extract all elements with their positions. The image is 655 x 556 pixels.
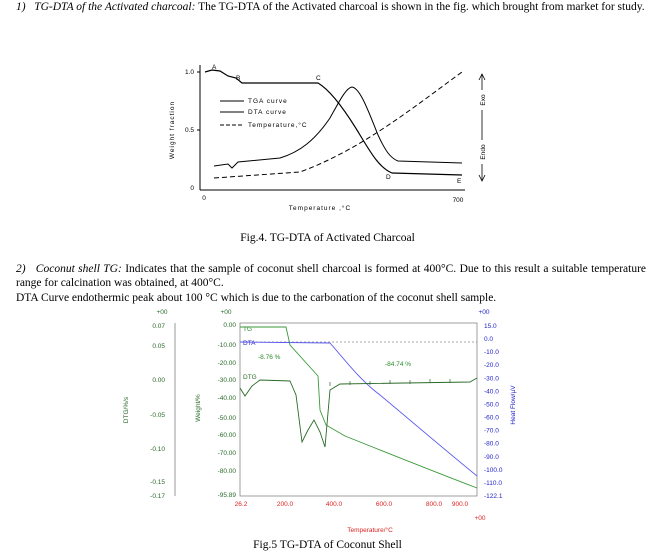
figure-caption: Fig.5 TG-DTA of Coconut Shell	[253, 539, 402, 551]
dtg-curve	[239, 377, 478, 448]
tick-label: 800.0	[426, 501, 443, 508]
tick-label: -90.0	[484, 454, 499, 461]
point-label: C	[316, 75, 321, 82]
item-2: 2) Coconut shell TG: Indicates that the …	[16, 262, 646, 290]
item-title: Coconut shell TG:	[35, 263, 122, 275]
dta-curve	[239, 341, 478, 477]
label-bg	[477, 140, 487, 164]
tick-label: 0.05	[152, 343, 165, 350]
dta-curve	[213, 86, 463, 169]
y-axis-title: Weight fraction	[169, 101, 176, 159]
y-tick-label: 1.0	[185, 69, 194, 76]
point-label: E	[457, 178, 462, 185]
tick-label: -30.00	[218, 377, 237, 384]
tick-label: -95.89	[218, 492, 237, 499]
temperature-curve	[213, 71, 463, 179]
paragraph: DTA Curve endothermic peak about 100 °C …	[16, 292, 497, 304]
tick-label: -0.17	[150, 493, 165, 500]
curve-label: DTG	[243, 374, 257, 381]
tick-label: 26.2	[235, 501, 248, 508]
x-tick-label: 0	[202, 195, 206, 202]
tick-label: -10.0	[484, 349, 499, 356]
axis-header: +00	[156, 309, 167, 316]
tick-label: 0.00	[152, 377, 165, 384]
item-text: Indicates that the sample of coconut she…	[16, 263, 647, 289]
plot-frame	[239, 322, 478, 497]
endo-label: Endo	[480, 144, 487, 160]
axis-header: +00	[220, 309, 231, 316]
x-tick-label: 700	[453, 197, 464, 204]
tick-label: 200.0	[277, 501, 294, 508]
figure-caption: Fig.4. TG-DTA of Activated Charcoal	[240, 232, 415, 244]
dtg-ticks	[329, 379, 451, 386]
item-number: 1)	[16, 1, 26, 13]
tick-label: 15.0	[484, 323, 497, 330]
tick-label: -0.05	[150, 412, 165, 419]
tick-label: -70.0	[484, 428, 499, 435]
tick-label: -20.0	[484, 362, 499, 369]
tick-label: -30.0	[484, 375, 499, 382]
tick-label: -70.00	[218, 450, 237, 457]
mass-loss-label: -8.76 %	[258, 354, 281, 361]
tick-label: -80.00	[218, 468, 237, 475]
y-tick-label: 0	[190, 185, 194, 192]
item-title: TG-DTA of the Activated charcoal:	[34, 1, 196, 13]
tick-label: -100.0	[484, 467, 503, 474]
tick-label: 0.07	[152, 323, 165, 330]
tick-label: -0.15	[150, 479, 165, 486]
tick-label: -122.1	[484, 493, 503, 500]
x-axis-title: Temperature ,°C	[289, 204, 351, 212]
tick-label: -10.00	[218, 342, 237, 349]
item-number: 2)	[16, 263, 26, 275]
axis-header: +00	[478, 309, 489, 316]
curve-label: DTA	[243, 340, 256, 347]
tick-label: 0.0	[484, 336, 493, 343]
tick-label: 400.0	[326, 501, 343, 508]
exo-label: Exo	[480, 94, 487, 106]
tick-label: 0.00	[223, 322, 236, 329]
y-axis-title: DTG/%/s	[123, 396, 130, 423]
arrow-heads	[478, 73, 486, 182]
item-text: The TG-DTA of the Activated charcoal is …	[198, 1, 645, 13]
point-label: A	[212, 64, 217, 71]
tick-label: -60.0	[484, 415, 499, 422]
tick-label: -0.10	[150, 446, 165, 453]
legend-label: Temperature,°C	[248, 121, 308, 129]
tick-label: 900.0	[452, 501, 469, 508]
label-bg	[477, 90, 487, 110]
axis-header: +00	[474, 515, 485, 522]
point-label: B	[236, 75, 240, 82]
tga-curve	[204, 69, 463, 176]
tick-label: -50.0	[484, 401, 499, 408]
legend-label: TGA curve	[248, 98, 288, 105]
tick-label: -40.00	[218, 395, 237, 402]
y-axis-title: Heat Flow/µV	[510, 385, 517, 425]
tick-label: -40.0	[484, 388, 499, 395]
tick-label: -110.0	[484, 480, 502, 487]
legend-label: DTA curve	[248, 109, 287, 116]
tick-label: -50.00	[218, 415, 237, 422]
tick-label: -60.00	[218, 432, 237, 439]
tick-label: -80.0	[484, 441, 499, 448]
point-label: D	[386, 174, 391, 181]
x-axis-title: Temperature/°C	[347, 526, 393, 534]
y-tick-label: 0.5	[185, 127, 194, 134]
y-axis-title: Weight/%	[195, 394, 202, 422]
item-1: 1) TG-DTA of the Activated charcoal: The…	[16, 0, 646, 14]
curve-label: TG	[243, 326, 252, 333]
tg-curve	[240, 326, 478, 489]
tick-label: 600.0	[376, 501, 393, 508]
tick-label: -20.00	[218, 360, 237, 367]
mass-loss-label: -84.74 %	[385, 361, 411, 368]
